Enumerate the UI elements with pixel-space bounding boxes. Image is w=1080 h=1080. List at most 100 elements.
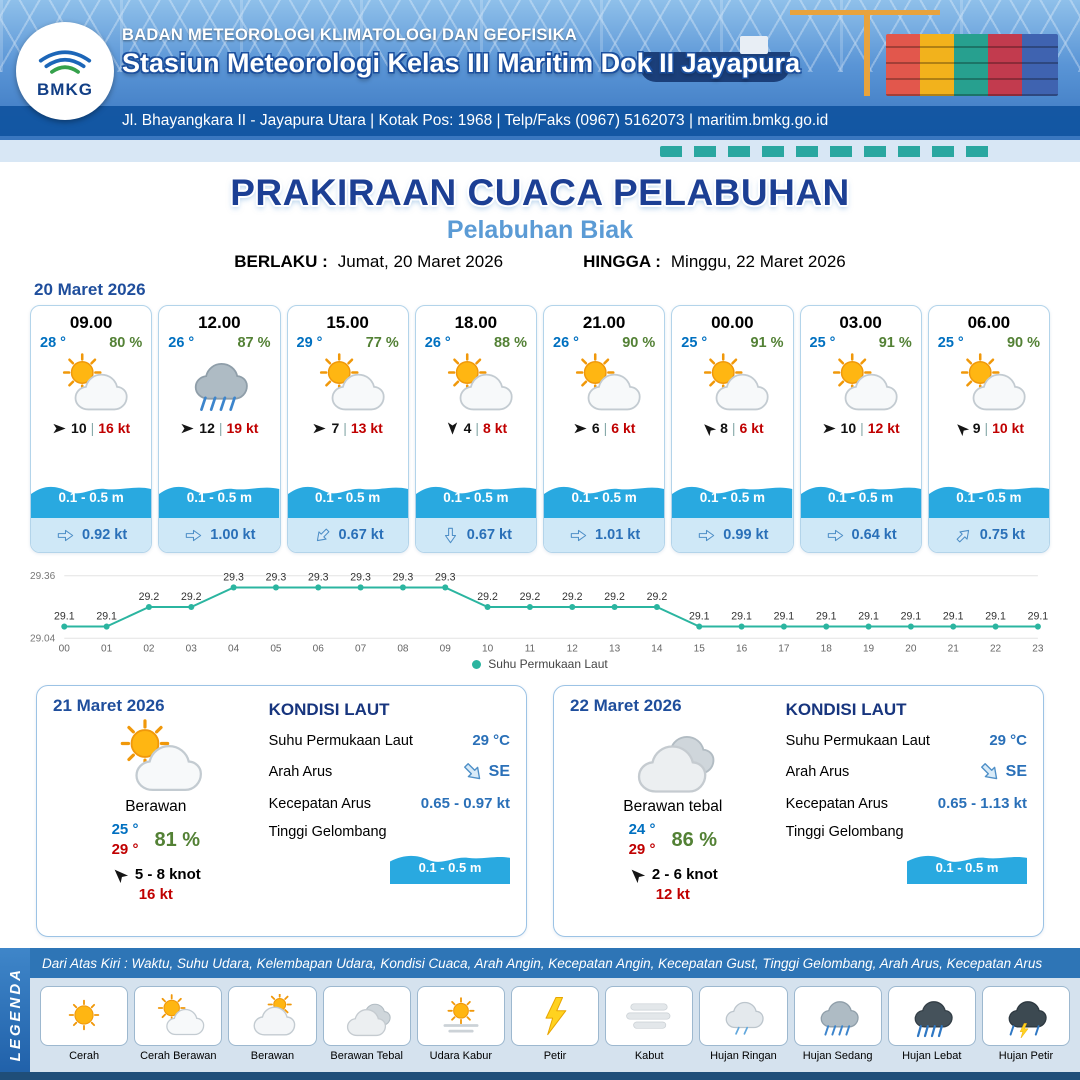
wave-height-value: 0.1 - 0.5 m (699, 490, 766, 505)
time-label: 21.00 (582, 313, 626, 332)
current-direction-icon (950, 522, 977, 549)
legend-item: Hujan Sedang (793, 986, 882, 1068)
header: Jl. Bhayangkara II - Jayapura Utara | Ko… (0, 0, 1080, 162)
humidity-value: 90 % (622, 335, 656, 351)
legend-item-label: Petir (543, 1050, 567, 1062)
wind-row: 8 6 kt (672, 417, 792, 440)
bmkg-logo-text: BMKG (37, 80, 93, 100)
current-row: 1.00 kt (159, 518, 280, 552)
svg-text:29.2: 29.2 (139, 591, 160, 603)
current-speed: 0.67 kt (338, 527, 384, 543)
humidity-value: 91 % (878, 335, 912, 351)
current-direction-label: Arah Arus (268, 764, 333, 780)
legend-item: Berawan Tebal (322, 986, 411, 1068)
wave-height-value: 0.1 - 0.5 m (314, 490, 381, 505)
wave-banner: 0.1 - 0.5 m (390, 848, 510, 884)
svg-text:29.3: 29.3 (266, 571, 287, 583)
current-speed: 1.01 kt (595, 527, 641, 543)
svg-text:29.04: 29.04 (30, 633, 56, 644)
gust-value: 12 kt (655, 885, 690, 903)
day-summary-row: 21 Maret 2026 Berawan 25 ° 29 ° 81 % 5 -… (36, 685, 1044, 937)
current-direction-icon (442, 525, 459, 546)
day-summary-card: 22 Maret 2026 Berawan tebal 24 ° 29 ° 86… (553, 685, 1044, 937)
wind-speed: 8 (720, 420, 728, 436)
current-row: 0.67 kt (415, 518, 536, 552)
svg-text:20: 20 (905, 643, 917, 654)
sst-chart: 29.36 29.04 29.1 00 29.1 01 29.2 02 29.2 03 29.3 04… (28, 559, 1052, 671)
svg-text:29.2: 29.2 (181, 591, 202, 603)
current-row: 0.92 kt (31, 518, 152, 552)
legend-item-label: Cerah Berawan (140, 1050, 217, 1062)
page-title: PRAKIRAAN CUACA PELABUHAN (230, 172, 850, 213)
humidity-value: 77 % (365, 335, 399, 351)
sst-label: Suhu Permukaan Laut (268, 732, 413, 749)
legend-section: LEGENDA Dari Atas Kiri : Waktu, Suhu Uda… (0, 948, 1080, 1080)
gust-value: 16 kt (138, 885, 173, 903)
wave-height-band: 0.1 - 0.5 m (159, 478, 280, 518)
wave-height-band: 0.1 - 0.5 m (31, 478, 152, 518)
time-label: 12.00 (198, 313, 241, 332)
gust-speed: 6 kt (739, 420, 764, 436)
temp-value: 26 ° (424, 335, 451, 351)
svg-text:29.3: 29.3 (223, 571, 244, 583)
sst-label: Suhu Permukaan Laut (785, 732, 930, 749)
svg-text:17: 17 (778, 643, 790, 654)
forecast-card: 21.00 26 ° 90 % 6 6 kt 0.1 - 0.5 m 1.01 … (543, 305, 666, 553)
svg-text:03: 03 (186, 643, 198, 654)
temp-value: 25 ° (809, 335, 836, 351)
weather-icon (53, 718, 259, 798)
weather-icon (801, 351, 921, 417)
wave-height-value: 0.1 - 0.5 m (571, 490, 637, 505)
wave-height-band: 0.1 - 0.5 m (672, 478, 793, 518)
forecast-card-row: 09.00 28 ° 80 % 10 16 kt 0.1 - 0.5 m 0.9… (30, 305, 1050, 553)
wind-direction-icon (822, 421, 837, 436)
wave-height-value: 0.1 - 0.5 m (443, 490, 509, 505)
legend-item-label: Kabut (634, 1050, 664, 1062)
day-date: 22 Maret 2026 (570, 696, 682, 715)
svg-text:29.1: 29.1 (96, 610, 117, 622)
wind-range: 5 - 8 knot (134, 865, 201, 883)
humidity-value: 80 % (109, 335, 143, 351)
time-label: 00.00 (711, 313, 754, 332)
forecast-card: 12.00 26 ° 87 % 12 19 kt 0.1 - 0.5 m 1.0… (158, 305, 281, 553)
wave-height-value: 0.1 - 0.5 m (956, 490, 1022, 505)
current-direction-label: Arah Arus (785, 764, 850, 780)
wave-height-band: 0.1 - 0.5 m (800, 478, 921, 518)
legend-weather-icon (887, 986, 976, 1046)
forecast-card: 06.00 25 ° 90 % 9 10 kt 0.1 - 0.5 m 0.75… (927, 305, 1050, 553)
crane-illustration (864, 10, 870, 96)
legend-item: Cerah Berawan (134, 986, 223, 1068)
current-row: 0.99 kt (672, 518, 793, 552)
separator (860, 420, 864, 436)
svg-text:01: 01 (101, 643, 113, 654)
ship-cabin-illustration (740, 36, 768, 54)
svg-text:29.3: 29.3 (350, 571, 371, 583)
svg-text:02: 02 (143, 643, 155, 654)
svg-text:05: 05 (270, 643, 282, 654)
current-speed: 0.75 kt (979, 527, 1025, 543)
svg-text:00: 00 (59, 643, 71, 654)
temp-value: 26 ° (553, 335, 579, 351)
legend-item-label: Hujan Petir (998, 1050, 1054, 1062)
wind-row: 6 6 kt (544, 417, 664, 440)
ship-illustration (640, 52, 790, 82)
legend-title: LEGENDA (6, 966, 24, 1062)
humidity-value: 87 % (237, 335, 271, 351)
current-direction-value: SE (488, 763, 510, 780)
current-speed: 0.99 kt (723, 527, 769, 543)
wind-speed: 10 (71, 420, 87, 436)
temp-value: 25 ° (681, 335, 708, 351)
svg-text:29.2: 29.2 (604, 591, 625, 603)
condition-label: Berawan tebal (623, 798, 723, 815)
legend-weather-icon (134, 986, 223, 1046)
forecast-card: 09.00 28 ° 80 % 10 16 kt 0.1 - 0.5 m 0.9… (30, 305, 153, 553)
time-label: 18.00 (454, 313, 498, 332)
svg-text:29.1: 29.1 (816, 610, 837, 622)
svg-text:29.3: 29.3 (393, 571, 414, 583)
wind-row: 10 16 kt (31, 417, 151, 440)
humidity-value: 88 % (493, 335, 527, 351)
current-direction-icon (309, 522, 336, 549)
berlaku-value: Jumat, 20 Maret 2026 (337, 252, 504, 271)
svg-text:29.1: 29.1 (774, 610, 795, 622)
